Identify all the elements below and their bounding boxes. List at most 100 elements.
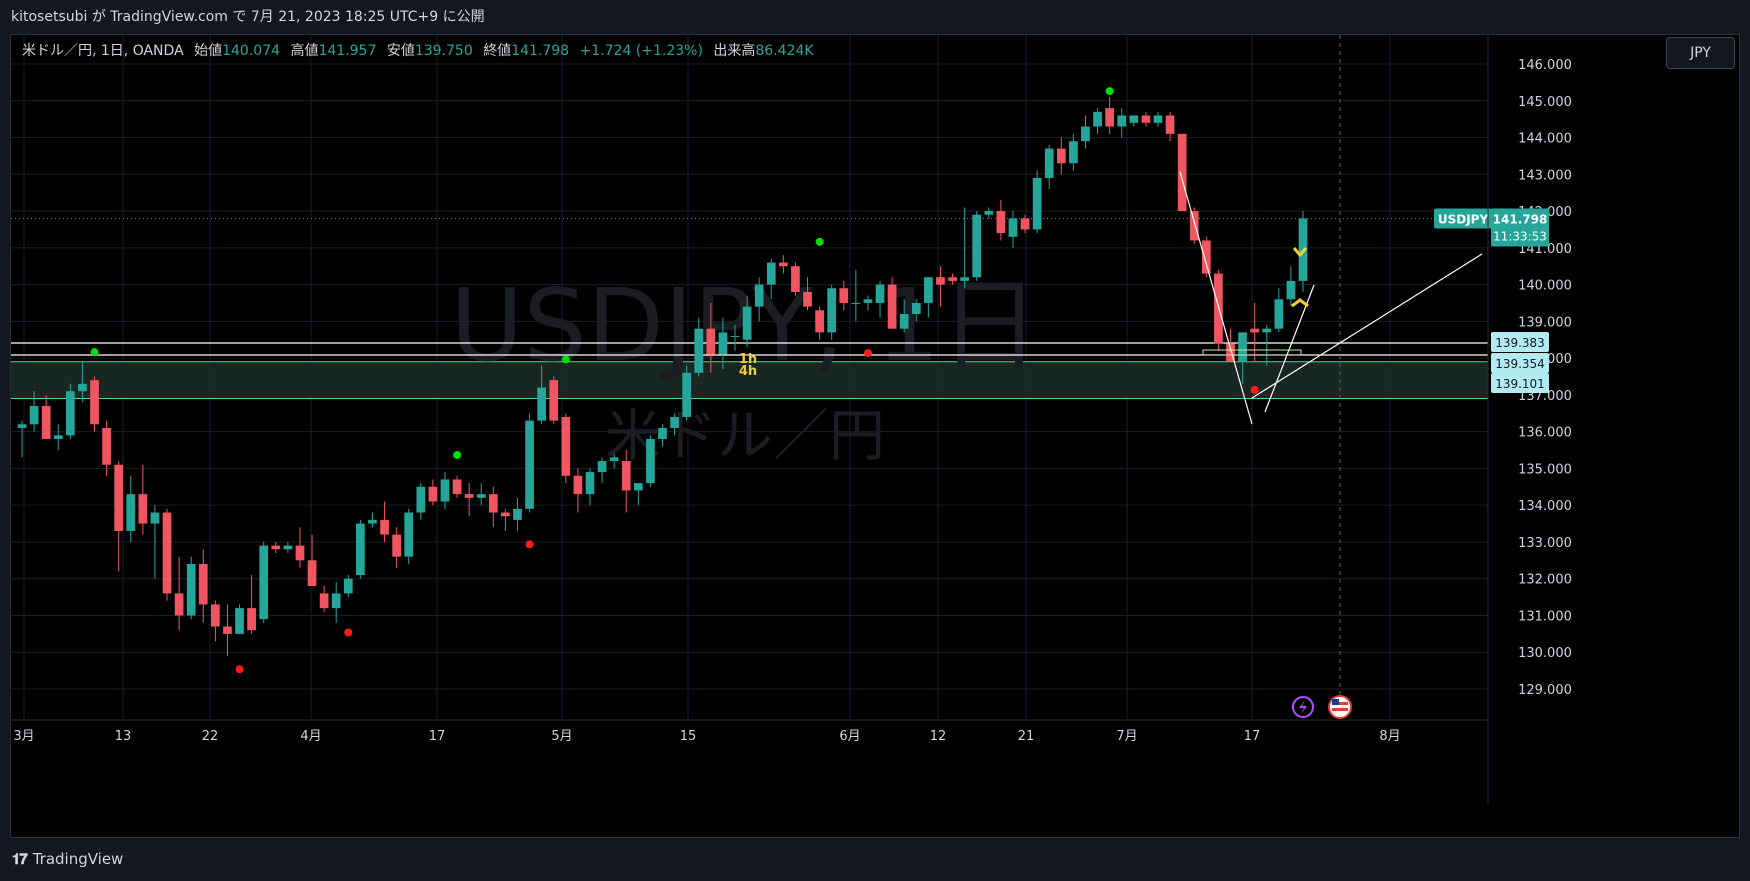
candle-body[interactable] xyxy=(501,512,510,517)
candle-body[interactable] xyxy=(1201,240,1211,274)
candle-body[interactable] xyxy=(827,288,837,333)
candle-body[interactable] xyxy=(1056,148,1066,164)
candle-body[interactable] xyxy=(1117,115,1127,127)
candle-body[interactable] xyxy=(778,262,788,267)
candle-body[interactable] xyxy=(174,593,184,616)
candle-body[interactable] xyxy=(911,302,921,314)
candle-body[interactable] xyxy=(875,284,885,303)
candle-body[interactable] xyxy=(90,380,99,425)
candle-body[interactable] xyxy=(936,277,945,285)
candle-body[interactable] xyxy=(803,291,812,307)
candle-body[interactable] xyxy=(791,266,800,292)
candle-body[interactable] xyxy=(331,593,341,609)
candle-body[interactable] xyxy=(404,512,414,557)
candle-body[interactable] xyxy=(392,534,401,557)
candle-body[interactable] xyxy=(694,328,704,373)
candle-body[interactable] xyxy=(1250,328,1260,333)
candle-body[interactable] xyxy=(1129,115,1139,123)
candle-body[interactable] xyxy=(754,284,764,307)
candle-body[interactable] xyxy=(295,545,305,561)
tradingview-logo[interactable]: 𝟏𝟕 TradingView xyxy=(12,850,123,868)
candle-body[interactable] xyxy=(1069,141,1078,164)
chart-pane[interactable] xyxy=(10,34,1740,838)
currency-button[interactable]: JPY xyxy=(1666,37,1735,69)
candle-body[interactable] xyxy=(839,288,849,303)
candle-body[interactable] xyxy=(1177,133,1187,212)
candle-body[interactable] xyxy=(223,626,232,634)
candle-body[interactable] xyxy=(573,475,583,495)
candle-body[interactable] xyxy=(1226,343,1235,362)
candle-body[interactable] xyxy=(464,494,474,498)
candle-body[interactable] xyxy=(1189,211,1199,241)
candle-body[interactable] xyxy=(899,314,909,329)
candle-body[interactable] xyxy=(815,310,824,333)
candle-body[interactable] xyxy=(621,461,631,491)
candle-body[interactable] xyxy=(948,277,957,281)
candle-body[interactable] xyxy=(633,483,643,491)
candle-body[interactable] xyxy=(488,494,498,513)
candle-body[interactable] xyxy=(307,560,317,587)
candle-body[interactable] xyxy=(766,262,776,285)
candle-body[interactable] xyxy=(646,439,655,484)
candle-body[interactable] xyxy=(41,405,51,439)
candle-body[interactable] xyxy=(1165,115,1175,134)
candle-body[interactable] xyxy=(537,387,547,421)
candle-body[interactable] xyxy=(863,299,873,303)
level-box[interactable] xyxy=(1202,349,1302,356)
trend-line[interactable] xyxy=(1179,171,1253,425)
candle-body[interactable] xyxy=(29,405,39,425)
candle-body[interactable] xyxy=(271,545,281,550)
candle-body[interactable] xyxy=(1262,328,1272,333)
candle-body[interactable] xyxy=(138,494,148,524)
candle-body[interactable] xyxy=(1141,115,1151,123)
candle-body[interactable] xyxy=(53,435,63,439)
candle-body[interactable] xyxy=(1032,177,1042,230)
candle-body[interactable] xyxy=(65,391,75,436)
candle-body[interactable] xyxy=(211,604,220,627)
candle-body[interactable] xyxy=(235,608,244,634)
candle-body[interactable] xyxy=(1274,299,1284,329)
candle-body[interactable] xyxy=(960,277,969,281)
candle-body[interactable] xyxy=(730,336,740,338)
candle-body[interactable] xyxy=(851,302,861,304)
lightning-event-icon[interactable] xyxy=(1292,696,1314,718)
candle-body[interactable] xyxy=(609,457,619,462)
candle-body[interactable] xyxy=(984,211,994,215)
candle-body[interactable] xyxy=(549,380,559,421)
candle-body[interactable] xyxy=(368,519,377,524)
candle-body[interactable] xyxy=(114,464,124,531)
candle-body[interactable] xyxy=(476,494,486,498)
candle-body[interactable] xyxy=(561,416,571,476)
candle-body[interactable] xyxy=(972,214,982,278)
candle-body[interactable] xyxy=(126,494,136,531)
candle-body[interactable] xyxy=(706,328,716,355)
candle-body[interactable] xyxy=(440,479,450,502)
candle-body[interactable] xyxy=(102,427,111,465)
candle-body[interactable] xyxy=(1044,148,1054,178)
candle-body[interactable] xyxy=(150,512,160,524)
candle-body[interactable] xyxy=(452,479,462,495)
candle-body[interactable] xyxy=(996,211,1006,234)
candle-body[interactable] xyxy=(78,383,87,392)
candle-body[interactable] xyxy=(1081,126,1090,142)
candle-body[interactable] xyxy=(513,508,522,520)
candle-body[interactable] xyxy=(343,578,353,594)
candle-body[interactable] xyxy=(742,306,752,340)
candle-body[interactable] xyxy=(670,416,679,428)
candle-body[interactable] xyxy=(924,277,933,303)
candle-body[interactable] xyxy=(380,519,389,535)
candle-body[interactable] xyxy=(319,593,329,609)
candle-body[interactable] xyxy=(356,523,365,576)
candle-body[interactable] xyxy=(1008,218,1018,237)
candle-body[interactable] xyxy=(658,427,667,439)
candle-body[interactable] xyxy=(1093,111,1102,127)
candle-body[interactable] xyxy=(186,564,196,616)
candle-body[interactable] xyxy=(1105,108,1114,127)
candle-body[interactable] xyxy=(283,545,293,550)
candle-body[interactable] xyxy=(247,608,256,631)
candle-body[interactable] xyxy=(887,284,897,329)
candle-body[interactable] xyxy=(1286,280,1296,300)
candle-body[interactable] xyxy=(525,420,534,509)
candle-body[interactable] xyxy=(416,486,426,513)
